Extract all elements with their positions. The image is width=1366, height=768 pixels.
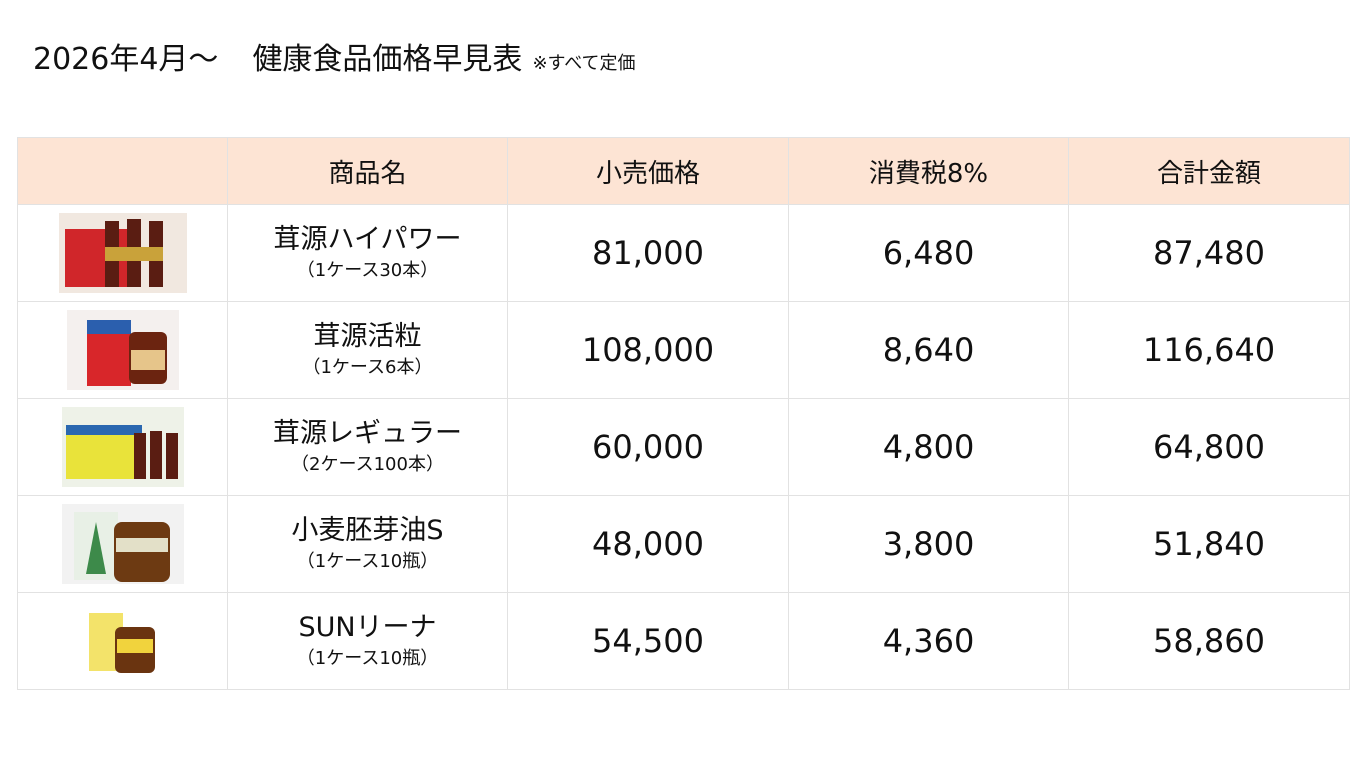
period: 2026年4月～ [33,42,219,77]
tax: 8,640 [788,301,1069,399]
total: 64,800 [1068,398,1350,496]
product-image-cell [17,398,228,496]
title: 健康食品価格早見表 [252,42,523,77]
product-name-cell: SUNリーナ （1ケース10瓶） [227,592,508,690]
table-header: 商品名 小売価格 消費税8% 合計金額 [17,137,1350,205]
product-image [58,213,187,293]
product-name: SUNリーナ [298,612,437,643]
total: 116,640 [1068,301,1350,399]
column-header: 小売価格 [507,137,789,205]
table-row: SUNリーナ （1ケース10瓶） 54,500 4,360 58,860 [17,592,1350,690]
tax: 6,480 [788,204,1069,302]
retail-price: 81,000 [507,204,789,302]
total: 87,480 [1068,204,1350,302]
product-quantity: （1ケース30本） [296,260,439,281]
product-name-cell: 小麦胚芽油S （1ケース10瓶） [227,495,508,593]
total: 51,840 [1068,495,1350,593]
retail-price: 48,000 [507,495,789,593]
price-table: 商品名 小売価格 消費税8% 合計金額 茸源ハイパワー （1ケース30本） 81,0… [17,137,1350,690]
product-name: 茸源レギュラー [273,418,462,449]
page-title: 2026年4月～ 健康食品価格早見表 ※すべて定価 [33,34,636,78]
product-image [66,310,179,390]
tax: 4,800 [788,398,1069,496]
table-body: 茸源ハイパワー （1ケース30本） 81,000 6,480 87,480 茸源活粒 （1ケ… [17,204,1350,690]
product-name: 茸源ハイパワー [273,224,462,255]
table-row: 茸源レギュラー （2ケース100本） 60,000 4,800 64,800 [17,398,1350,496]
product-quantity: （1ケース10瓶） [296,648,439,669]
column-header: 商品名 [227,137,508,205]
tax: 3,800 [788,495,1069,593]
retail-price: 60,000 [507,398,789,496]
product-image-cell [17,495,228,593]
product-image-cell [17,204,228,302]
image-header [17,137,228,205]
product-image [61,407,184,487]
note: ※すべて定価 [532,53,636,74]
tax: 4,360 [788,592,1069,690]
table-row: 小麦胚芽油S （1ケース10瓶） 48,000 3,800 51,840 [17,495,1350,593]
total: 58,860 [1068,592,1350,690]
product-quantity: （1ケース6本） [302,357,433,378]
product-name: 茸源活粒 [313,321,422,352]
product-name-cell: 茸源レギュラー （2ケース100本） [227,398,508,496]
product-image-cell [17,301,228,399]
product-name: 小麦胚芽油S [291,515,444,546]
table-row: 茸源ハイパワー （1ケース30本） 81,000 6,480 87,480 [17,204,1350,302]
table-row: 茸源活粒 （1ケース6本） 108,000 8,640 116,640 [17,301,1350,399]
product-quantity: （1ケース10瓶） [296,551,439,572]
column-header: 消費税8% [788,137,1069,205]
product-image [82,601,163,681]
product-name-cell: 茸源活粒 （1ケース6本） [227,301,508,399]
product-image-cell [17,592,228,690]
column-header: 合計金額 [1068,137,1350,205]
product-image [61,504,184,584]
retail-price: 108,000 [507,301,789,399]
retail-price: 54,500 [507,592,789,690]
product-name-cell: 茸源ハイパワー （1ケース30本） [227,204,508,302]
product-quantity: （2ケース100本） [291,454,444,475]
